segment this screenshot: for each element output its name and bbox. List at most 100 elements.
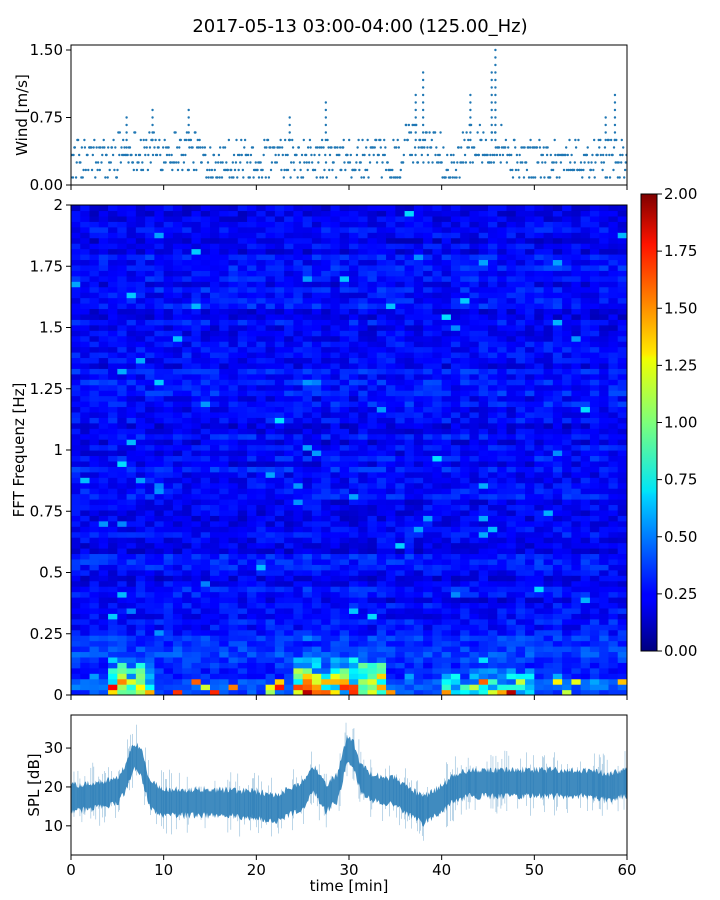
spectrogram-cell xyxy=(80,384,91,391)
spectrogram-cell xyxy=(71,656,81,663)
spectrogram-cell xyxy=(200,352,211,359)
spectrogram-cell xyxy=(413,215,424,222)
wind-point xyxy=(594,161,597,164)
spectrogram-cell xyxy=(358,515,369,522)
spectrogram-cell xyxy=(200,515,211,522)
spectrogram-cell xyxy=(395,346,406,353)
spectrogram-cell xyxy=(423,460,433,467)
spectrogram-cell xyxy=(460,439,471,446)
wind-point xyxy=(437,161,440,164)
spectrogram-cell xyxy=(469,205,480,212)
wind-point xyxy=(559,161,563,164)
spectrogram-cell xyxy=(358,352,369,359)
spectrogram-cell xyxy=(460,678,471,685)
spectrogram-cell xyxy=(80,395,91,402)
spectrogram-cell xyxy=(126,684,137,691)
wind-gust-point xyxy=(421,93,425,97)
spectrogram-cell xyxy=(413,379,424,386)
spectrogram-cell xyxy=(423,531,433,538)
spectrogram-cell xyxy=(450,580,461,587)
spectrogram-cell xyxy=(210,455,220,462)
spectrogram-cell xyxy=(423,308,433,315)
spectrogram-cell xyxy=(358,624,369,631)
spectrogram-cell xyxy=(284,618,294,625)
spectrogram-cell xyxy=(423,667,433,674)
spectrogram-cell xyxy=(98,221,109,228)
spectrogram-cell xyxy=(423,548,433,555)
spectrogram-cell xyxy=(302,569,313,576)
spectrogram-cell xyxy=(237,324,248,331)
wind-point xyxy=(360,176,363,179)
spectrogram-cell xyxy=(404,346,415,353)
spectrogram-cell xyxy=(237,509,248,516)
wind-point xyxy=(599,138,602,142)
spectrogram-cell xyxy=(274,221,285,228)
spectrogram-cell xyxy=(330,444,341,451)
spectrogram-cell xyxy=(321,640,332,647)
spectrogram-cell xyxy=(210,629,220,636)
spectrogram-cell xyxy=(386,270,396,277)
wind-point xyxy=(174,161,178,164)
spectrogram-cell xyxy=(358,286,369,293)
spectrogram-cell xyxy=(293,542,304,549)
spectrogram-cell xyxy=(237,210,248,217)
spectrogram-cell xyxy=(404,275,415,282)
spectrogram-cell xyxy=(71,232,81,239)
wind-point xyxy=(248,176,252,179)
spectrogram-cell xyxy=(191,226,202,233)
spectrogram-cell xyxy=(71,684,81,691)
spectrogram-cell xyxy=(321,624,332,631)
spectrogram-cell xyxy=(469,537,480,544)
spectrogram-cell xyxy=(71,428,81,435)
spectrogram-cell xyxy=(247,613,257,620)
spectrogram-cell xyxy=(358,477,369,484)
spectrogram-cell xyxy=(358,537,369,544)
spectrogram-cell xyxy=(460,368,471,375)
spectrogram-cell xyxy=(376,678,387,685)
spectrogram-cell xyxy=(265,352,276,359)
spectrogram-cell xyxy=(302,580,313,587)
spectrogram-cell xyxy=(423,264,433,271)
spectrogram-cell xyxy=(80,286,91,293)
spectrogram-cell xyxy=(284,450,294,457)
spectrogram-cell xyxy=(80,455,91,462)
spectrogram-cell xyxy=(228,319,239,326)
spectrogram-cell xyxy=(432,411,443,418)
spectrogram-cell xyxy=(274,471,285,478)
spectrogram-cell xyxy=(191,254,202,261)
spectrogram-cell xyxy=(237,662,248,669)
spectrogram-cell xyxy=(228,406,239,413)
spectrogram-cell xyxy=(367,297,378,304)
spectrogram-cell xyxy=(358,308,369,315)
spectrogram-cell xyxy=(395,542,406,549)
spectrogram-cell xyxy=(274,313,285,320)
spectrogram-cell xyxy=(321,477,332,484)
spectrogram-cell xyxy=(321,558,332,565)
spectrogram-cell xyxy=(200,411,211,418)
wind-gust-point xyxy=(187,138,190,142)
spectrogram-cell xyxy=(154,226,165,233)
spectrogram-cell xyxy=(284,237,294,244)
spectrogram-cell xyxy=(237,346,248,353)
spectrogram-cell xyxy=(478,417,489,424)
spectrogram-cell xyxy=(386,640,396,647)
spectrogram-cell xyxy=(469,575,480,582)
spectrogram-cell xyxy=(154,390,165,397)
spectrogram-cell xyxy=(71,439,81,446)
spectrogram-cell xyxy=(200,564,211,571)
spectrogram-cell xyxy=(135,526,146,533)
spectrogram-cell xyxy=(293,629,304,636)
spectrogram-cell xyxy=(386,237,396,244)
spectrogram-cell xyxy=(460,248,471,255)
spectrogram-cell xyxy=(191,488,202,495)
spectrogram-cell xyxy=(386,324,396,331)
spectrogram-cell xyxy=(247,673,257,680)
spectrogram-cell xyxy=(358,526,369,533)
spectrogram-cell xyxy=(469,428,480,435)
spectrogram-cell xyxy=(154,341,165,348)
spectrogram-cell xyxy=(478,406,489,413)
wind-point xyxy=(423,138,427,142)
spectrogram-cell xyxy=(488,597,498,604)
spectrogram-cell xyxy=(349,221,359,228)
spectrogram-cell xyxy=(386,635,396,642)
